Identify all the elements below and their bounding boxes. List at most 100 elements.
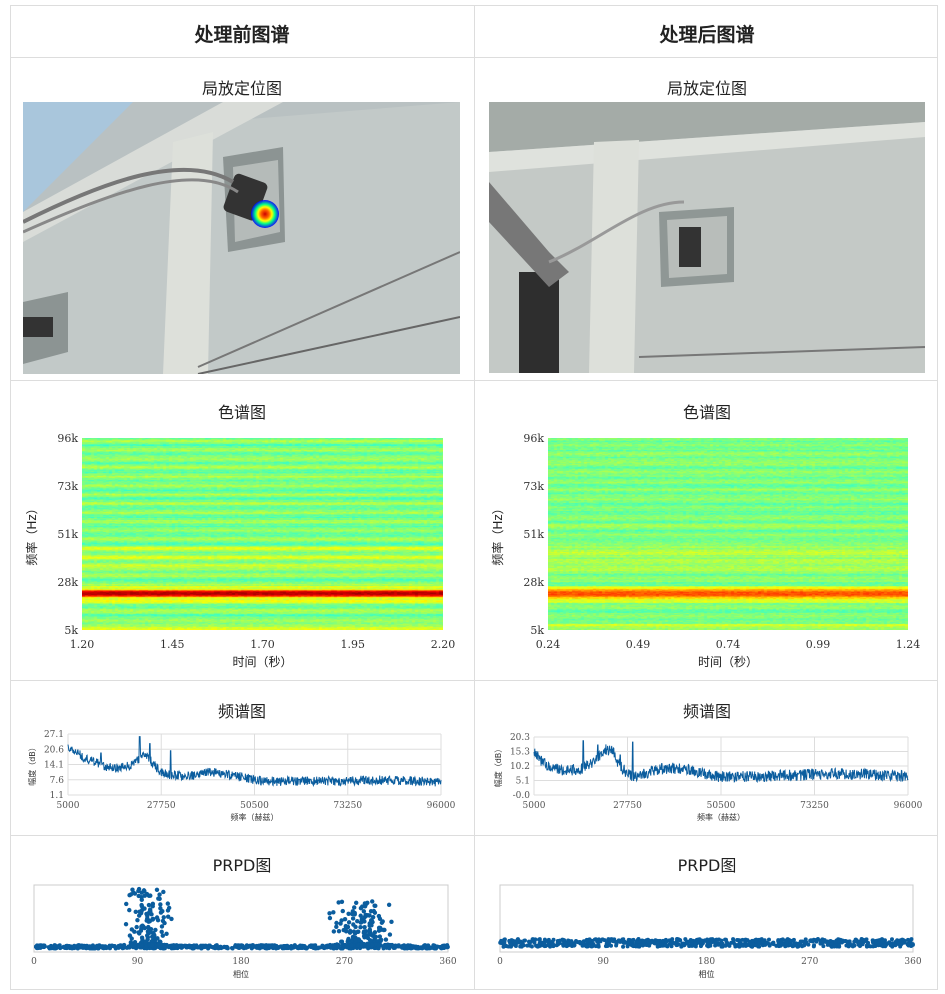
prpd-point	[541, 941, 546, 946]
prpd-point	[164, 931, 169, 936]
prpd-point	[561, 938, 566, 943]
prpd-point	[130, 887, 135, 892]
prpd-point	[156, 942, 162, 948]
row-divider	[10, 380, 938, 381]
prpd-point	[145, 913, 150, 919]
prpd-point	[371, 908, 377, 914]
prpd-point	[507, 939, 512, 944]
prpd-point	[512, 940, 517, 945]
x-tick-label: 50500	[707, 801, 736, 811]
y-tick-label: 14.1	[44, 761, 64, 771]
prpd-point	[847, 941, 852, 946]
prpd-point	[145, 929, 151, 934]
column-header-before: 处理前图谱	[194, 24, 290, 46]
prpd-point	[669, 944, 674, 949]
prpd-chart-before: 0 90 180 270 360 相位	[31, 884, 457, 979]
prpd-point	[349, 942, 354, 948]
prpd-point	[289, 945, 294, 950]
prpd-point	[139, 935, 145, 940]
prpd-point	[263, 945, 268, 950]
prpd-point	[146, 919, 151, 924]
prpd-point	[121, 942, 127, 948]
prpd-point	[87, 946, 92, 951]
prpd-point	[271, 944, 276, 949]
prpd-point	[352, 905, 357, 910]
prpd-point	[135, 917, 140, 923]
y-tick-label: 96k	[523, 432, 544, 445]
prpd-point	[526, 939, 531, 944]
prpd-point	[670, 937, 675, 942]
prpd-point	[124, 901, 129, 907]
prpd-point	[906, 941, 911, 946]
prpd-point	[361, 909, 367, 914]
prpd-point	[146, 924, 151, 930]
prpd-point	[745, 938, 750, 943]
prpd-point	[132, 929, 137, 934]
y-tick-label: 20.3	[510, 733, 530, 743]
prpd-point	[401, 944, 406, 949]
localization-photo-before	[23, 102, 460, 374]
x-tick-label: 27750	[147, 801, 176, 811]
x-tick-label: 50500	[240, 801, 269, 811]
x-axis-label: 时间（秒）	[698, 655, 758, 669]
x-tick-label: 1.70	[250, 638, 275, 651]
prpd-point	[192, 943, 197, 948]
x-tick-label: 1.20	[70, 638, 95, 651]
prpd-point	[142, 906, 147, 911]
prpd-point	[350, 916, 356, 921]
prpd-point	[224, 945, 229, 950]
column-divider	[474, 5, 475, 990]
prpd-point	[585, 939, 590, 944]
prpd-point	[627, 941, 632, 946]
prpd-point	[353, 924, 358, 930]
prpd-point	[727, 942, 732, 947]
prpd-point	[672, 941, 677, 946]
prpd-point	[351, 911, 356, 916]
localization-title: 局放定位图	[201, 79, 282, 98]
prpd-point	[736, 938, 741, 943]
prpd-point	[753, 938, 758, 943]
prpd-point	[350, 934, 356, 940]
y-axis-label: 幅度（dB）	[493, 745, 503, 788]
y-axis-label: 频率（Hz）	[24, 502, 39, 565]
prpd-point	[144, 933, 150, 938]
prpd-point	[327, 911, 332, 916]
y-tick-label: -0.0	[513, 791, 531, 801]
prpd-title: PRPD图	[677, 856, 737, 875]
prpd-point	[160, 918, 166, 924]
prpd-point	[789, 938, 794, 943]
prpd-point	[693, 941, 698, 946]
y-tick-label: 51k	[523, 528, 544, 541]
prpd-point	[149, 939, 154, 944]
prpd-point	[257, 946, 262, 951]
prpd-point	[244, 945, 249, 950]
prpd-point	[659, 942, 664, 947]
prpd-point	[213, 946, 218, 951]
prpd-point	[159, 924, 165, 929]
prpd-point	[506, 944, 511, 949]
prpd-point	[530, 937, 535, 942]
prpd-point	[630, 938, 635, 943]
prpd-point	[756, 944, 761, 949]
prpd-point	[797, 941, 802, 946]
prpd-point	[76, 943, 81, 948]
prpd-point	[124, 945, 129, 950]
prpd-point	[62, 945, 67, 950]
prpd-point	[750, 942, 755, 947]
prpd-point	[663, 942, 668, 947]
prpd-point	[355, 918, 360, 924]
prpd-point	[370, 914, 376, 920]
x-axis-label: 频率（赫兹）	[231, 812, 279, 822]
prpd-point	[137, 942, 143, 948]
prpd-point	[348, 928, 353, 934]
spectrum-title: 频谱图	[682, 702, 731, 721]
prpd-point	[655, 941, 660, 946]
prpd-point	[82, 944, 87, 949]
prpd-point	[129, 936, 134, 941]
prpd-point	[833, 939, 838, 944]
prpd-point	[150, 934, 156, 940]
prpd-point	[169, 916, 174, 922]
prpd-point	[369, 918, 374, 923]
prpd-point	[596, 939, 601, 944]
prpd-point	[910, 942, 915, 947]
